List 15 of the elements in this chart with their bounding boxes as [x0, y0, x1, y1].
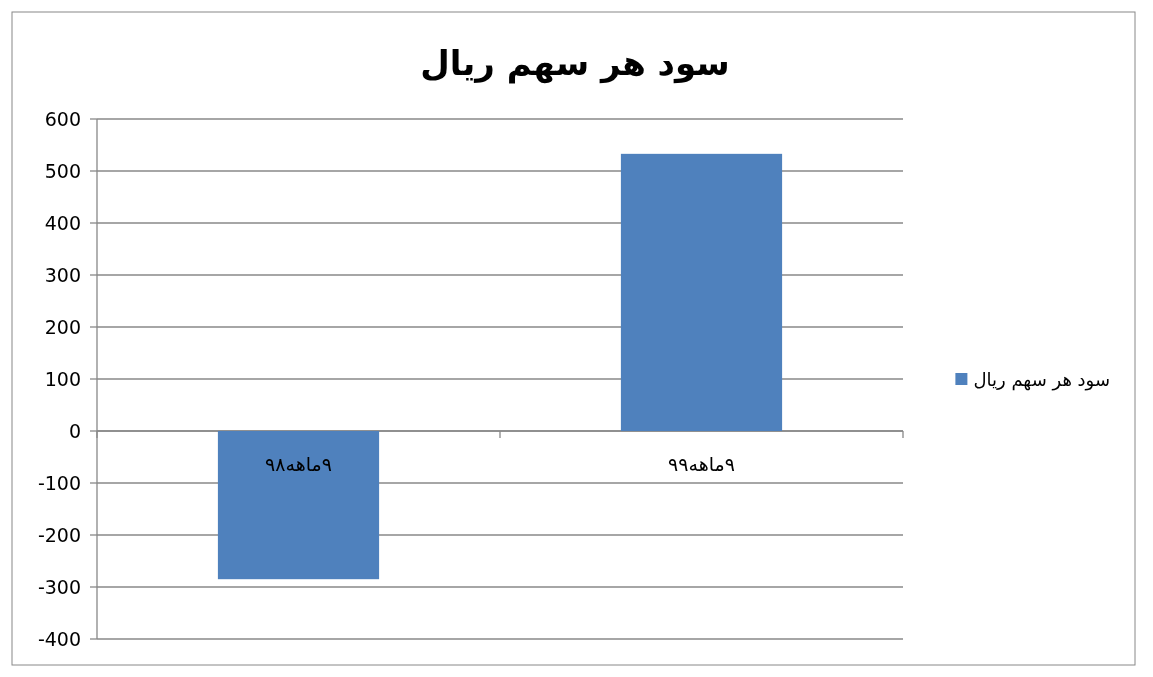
y-tick-label: 200: [44, 316, 81, 338]
y-tick-label: 500: [44, 160, 81, 182]
y-tick-label: -400: [37, 628, 81, 650]
y-tick-label: 300: [44, 264, 81, 286]
y-tick-label: 400: [44, 212, 81, 234]
y-tick-label: 100: [44, 368, 81, 390]
y-tick-label: -300: [37, 576, 81, 598]
x-tick-label: ۹ماهه۹۸: [265, 453, 332, 475]
chart-title: سود هر سهم ریال: [420, 43, 730, 84]
x-tick-label: ۹ماهه۹۹: [668, 453, 735, 475]
y-tick-label: -100: [37, 472, 81, 494]
y-tick-label: 600: [44, 108, 81, 130]
legend-label: سود هر سهم ریال: [973, 369, 1110, 391]
y-tick-label: -200: [37, 524, 81, 546]
y-tick-label: 0: [68, 420, 81, 442]
